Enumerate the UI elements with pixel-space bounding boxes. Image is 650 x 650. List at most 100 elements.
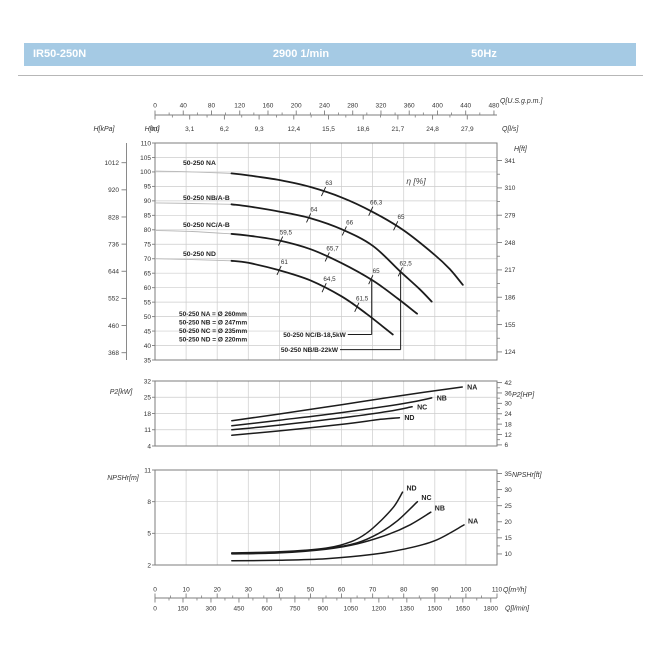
svg-text:2: 2 [147, 562, 151, 569]
svg-text:90: 90 [144, 198, 152, 205]
efficiency-value: 65,7 [326, 245, 339, 252]
svg-text:0,0: 0,0 [150, 126, 159, 133]
svg-text:45: 45 [144, 328, 152, 335]
svg-text:20: 20 [214, 587, 222, 594]
svg-text:55: 55 [144, 299, 152, 306]
svg-text:30: 30 [245, 587, 253, 594]
svg-text:85: 85 [144, 213, 152, 220]
svg-text:18: 18 [144, 411, 152, 418]
curve-label: 50-250 NB/A-B [183, 195, 230, 202]
svg-text:300: 300 [206, 606, 217, 613]
svg-text:160: 160 [263, 103, 274, 110]
pump-model-label: IR50-250N [33, 48, 87, 60]
svg-text:155: 155 [505, 322, 516, 329]
svg-text:1500: 1500 [428, 606, 443, 613]
npsh-curve-nc [231, 500, 419, 555]
svg-text:21,7: 21,7 [392, 126, 405, 133]
svg-text:6,2: 6,2 [220, 126, 229, 133]
svg-text:900: 900 [317, 606, 328, 613]
npsh-chart: 11 8 5 2 35 30 25 20 15 10 NPSHr[m] NPSHr[ft] ND NC NB… [107, 467, 542, 569]
svg-text:24,8: 24,8 [426, 126, 439, 133]
svg-text:110: 110 [492, 587, 503, 594]
svg-text:4: 4 [147, 443, 151, 450]
svg-text:10: 10 [182, 587, 190, 594]
npsh-curve-label: ND [406, 486, 416, 493]
svg-text:750: 750 [289, 606, 300, 613]
power-curve-nd [231, 416, 401, 437]
svg-text:360: 360 [404, 103, 415, 110]
npsh-curve-nd [231, 491, 404, 554]
svg-text:50: 50 [307, 587, 315, 594]
efficiency-value: 59,5 [280, 229, 293, 236]
npsh-ft-axis-label: NPSHr[ft] [512, 472, 543, 479]
q-usgpm-axis-label: Q[U.S.g.p.m.] [500, 98, 543, 105]
svg-text:124: 124 [505, 349, 516, 356]
q-m3h-axis-label: Q[m³/h] [503, 587, 527, 594]
svg-text:310: 310 [505, 185, 516, 192]
curve-50-250-nb-a-b [230, 203, 433, 303]
svg-text:5: 5 [147, 531, 151, 538]
svg-text:15: 15 [505, 535, 513, 542]
svg-text:120: 120 [234, 103, 245, 110]
p2-hp-axis-label: P2[HP] [512, 392, 535, 399]
p2-kw-axis-label: P2[kW] [110, 389, 134, 396]
svg-text:644: 644 [108, 269, 119, 276]
q-lmin-axis-label: Q[l/min] [505, 606, 530, 613]
svg-text:100: 100 [140, 169, 151, 176]
svg-text:18,6: 18,6 [357, 126, 370, 133]
svg-text:280: 280 [347, 103, 358, 110]
power-curve-nb [231, 397, 433, 427]
svg-text:95: 95 [144, 184, 152, 191]
svg-text:110: 110 [141, 140, 152, 147]
bottom-flow-axis: 0 10 20 30 40 50 60 70 80 90 100 110 0 150 300 450 600 75… [153, 587, 530, 613]
svg-text:35: 35 [505, 471, 513, 478]
efficiency-value: 65 [397, 214, 405, 221]
svg-text:0: 0 [153, 606, 157, 613]
curve-50-250-nc-a-b [230, 233, 418, 315]
svg-text:70: 70 [144, 256, 152, 263]
svg-text:18: 18 [505, 421, 513, 428]
svg-text:40: 40 [276, 587, 284, 594]
svg-text:736: 736 [108, 241, 119, 248]
power-curve-label: ND [404, 415, 414, 422]
svg-text:50: 50 [144, 314, 152, 321]
svg-text:450: 450 [234, 606, 245, 613]
power-curve-label: NB [437, 395, 447, 402]
efficiency-value: 65 [373, 268, 381, 275]
svg-text:80: 80 [144, 227, 152, 234]
svg-text:0: 0 [153, 103, 157, 110]
svg-text:1650: 1650 [456, 606, 471, 613]
svg-text:30: 30 [505, 487, 513, 494]
svg-text:65: 65 [144, 271, 152, 278]
svg-text:75: 75 [144, 242, 152, 249]
svg-text:27,9: 27,9 [461, 126, 474, 133]
svg-text:186: 186 [505, 295, 516, 302]
svg-text:36: 36 [505, 390, 513, 397]
efficiency-value: 61,5 [356, 296, 369, 303]
efficiency-value: 66 [346, 219, 354, 226]
svg-text:12,4: 12,4 [287, 126, 300, 133]
svg-text:11: 11 [144, 427, 151, 434]
svg-text:12: 12 [505, 432, 513, 439]
main-chart: 110 105 100 95 90 85 80 75 70 65 60 55 50 45 40 35 1012 9… [93, 126, 527, 364]
svg-text:279: 279 [505, 213, 516, 220]
curve-50-250-nd [230, 259, 394, 336]
pump-speed-label: 2900 1/min [272, 48, 330, 60]
svg-text:15,5: 15,5 [322, 126, 335, 133]
svg-text:1012: 1012 [105, 160, 120, 167]
svg-text:440: 440 [460, 103, 471, 110]
svg-text:80: 80 [400, 587, 408, 594]
svg-text:24: 24 [505, 411, 513, 418]
svg-text:40: 40 [144, 343, 152, 350]
npsh-curve-label: NA [468, 518, 478, 525]
svg-text:35: 35 [144, 357, 152, 364]
svg-text:320: 320 [376, 103, 387, 110]
power-curve-na [231, 386, 463, 422]
svg-text:30: 30 [505, 401, 513, 408]
svg-text:105: 105 [140, 155, 151, 162]
svg-text:368: 368 [108, 350, 119, 357]
svg-text:80: 80 [208, 103, 216, 110]
power-curve-nc [231, 406, 413, 431]
npsh-curve-nb [231, 511, 432, 555]
